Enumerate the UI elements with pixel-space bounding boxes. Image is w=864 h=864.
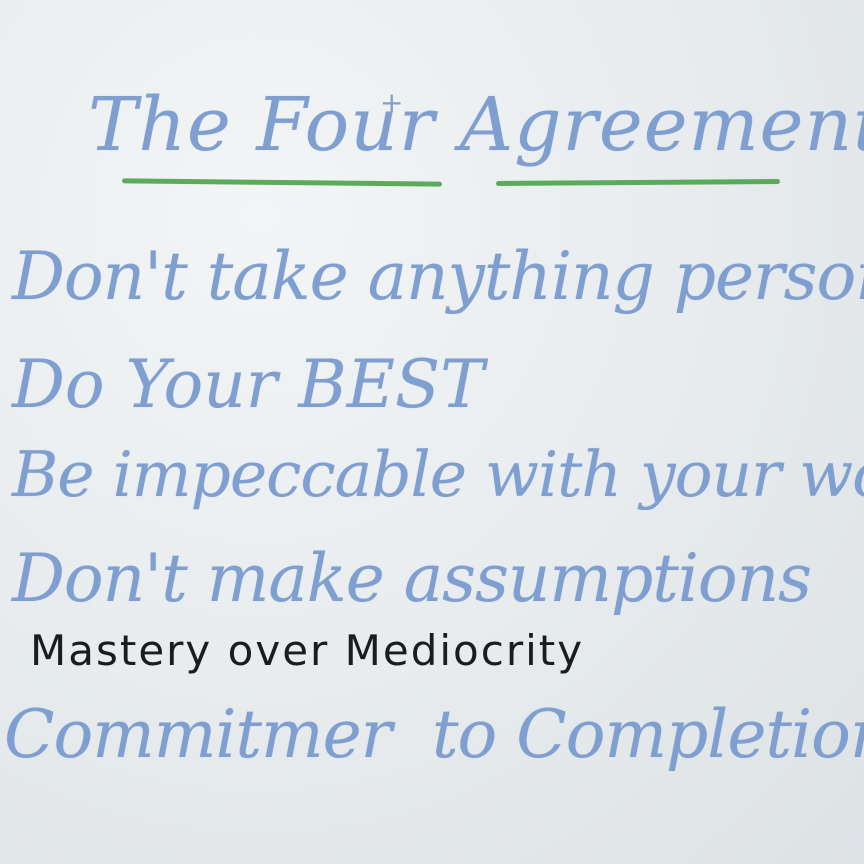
agreement-line-6a: Commitmer — [4, 696, 392, 773]
agreement-line-3: Be impeccable with your words — [12, 438, 864, 511]
agreement-line-4: Don't make assumptions — [12, 540, 812, 617]
whiteboard-title: The Four Agreements — [88, 82, 864, 168]
title-underline-left — [121, 178, 443, 187]
agreement-line-5: Mastery over Mediocrity — [30, 626, 585, 675]
agreement-line-6b: to Completion — [432, 696, 864, 773]
agreement-line-2: Do Your BEST — [12, 346, 485, 423]
title-plus-mark: + — [380, 86, 404, 119]
title-underline-right — [495, 179, 781, 186]
agreement-line-1: Don't take anything personally — [12, 238, 864, 315]
